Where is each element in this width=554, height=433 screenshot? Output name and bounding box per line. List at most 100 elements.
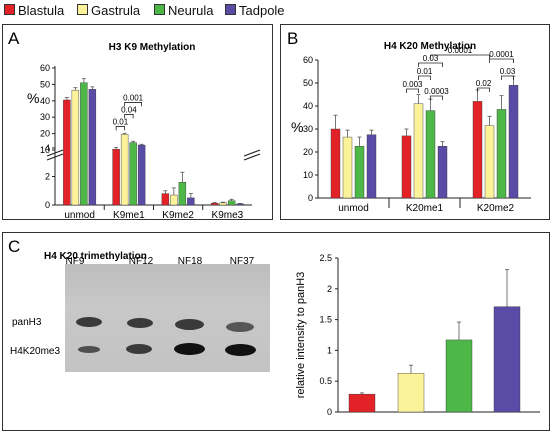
y-tick-label: 20	[40, 129, 50, 139]
y-tick-label: 60	[40, 63, 50, 73]
western-blot-gel	[65, 264, 270, 372]
bar	[63, 99, 71, 206]
chart-title: H4 K20 Methylation	[384, 41, 476, 52]
panel-letter-c: C	[8, 237, 20, 256]
significance-bracket	[406, 88, 419, 93]
bar	[236, 203, 244, 206]
bar	[227, 200, 236, 206]
chart-h3k9: H3 K9 Methylation% 10 20 30 40 50 60 0 2 4 unmod K9…	[27, 42, 261, 221]
bar	[508, 85, 519, 199]
legend-item-gastrula: Gastrula	[77, 3, 140, 18]
bar	[170, 194, 178, 206]
p-value-label: 0.0001	[489, 50, 514, 59]
bar	[178, 181, 187, 206]
y-tick-label: 0.5	[319, 376, 332, 386]
p-value-label: 0.04	[121, 105, 137, 114]
bar	[354, 146, 365, 199]
bar	[112, 148, 120, 206]
significance-bracket	[489, 58, 514, 63]
bar	[437, 146, 448, 199]
bar	[342, 136, 353, 199]
gel-row-label: H4K20me3	[10, 346, 60, 357]
band-h4k20me3-nf12	[126, 344, 152, 354]
bar	[137, 144, 146, 206]
x-tick-label: K9me1	[113, 210, 145, 221]
significance-bracket	[430, 95, 443, 100]
band-h4k20me3-nf37	[225, 344, 256, 356]
x-tick-label: K9me3	[212, 210, 244, 221]
gel-lane-label: NF18	[178, 256, 203, 267]
axis-break-mark	[46, 153, 64, 161]
axis-break-mark	[243, 149, 261, 157]
gel-lane-label: NF12	[129, 256, 154, 267]
bar	[348, 393, 376, 413]
y-tick-label: 30	[40, 112, 50, 122]
bar	[210, 203, 219, 206]
bar	[80, 82, 88, 206]
significance-bracket	[115, 126, 126, 131]
p-value-label: 0.003	[402, 80, 423, 89]
chart-h4k20me3-quant: relative intensity to panH3 0 0.5 1 1.5 2 2.5	[295, 253, 540, 417]
y-axis-label: %	[27, 90, 39, 106]
x-tick-label: K9me2	[162, 210, 194, 221]
y-tick-label: 50	[40, 79, 50, 89]
y-tick-label: 1.5	[319, 315, 332, 325]
band-panh3-nf37	[226, 322, 254, 332]
y-tick-label: 30	[303, 124, 313, 134]
legend: Blastula Gastrula Neurula Tadpole	[0, 0, 554, 24]
legend-item-neurula: Neurula	[154, 3, 214, 18]
x-tick-label: unmod	[338, 203, 369, 214]
bar	[330, 128, 341, 199]
significance-bracket	[430, 54, 490, 59]
gel-row-label: panH3	[12, 317, 42, 328]
x-tick-label: K20me1	[406, 203, 444, 214]
legend-item-tadpole: Tadpole	[225, 3, 285, 18]
bar	[120, 134, 129, 206]
bar	[425, 110, 436, 199]
y-tick-label: 40	[40, 96, 50, 106]
y-tick-label: 2	[327, 284, 332, 294]
p-value-label: 0.02	[476, 79, 492, 88]
panel-c-frame	[2, 232, 550, 431]
gel-lane-label: NF9	[66, 256, 85, 267]
p-value-label: 0.0001	[448, 46, 473, 55]
y-tick-label: 0	[45, 200, 50, 210]
y-tick-label: 0	[308, 193, 313, 203]
band-h4k20me3-nf18	[174, 343, 205, 355]
panel-a-frame	[2, 24, 273, 220]
band-panh3-nf9	[76, 317, 102, 327]
p-value-label: 0.01	[113, 117, 129, 126]
significance-bracket	[124, 114, 134, 119]
p-value-label: 0.001	[123, 93, 144, 102]
axis-break-mark	[46, 149, 64, 157]
bar	[366, 134, 377, 199]
x-tick-label: K20me2	[477, 203, 515, 214]
bar	[401, 135, 412, 199]
bar	[484, 125, 495, 199]
bar	[71, 89, 80, 206]
gel-lane-label: NF37	[230, 256, 255, 267]
bar	[187, 197, 195, 206]
significance-bracket	[124, 102, 143, 107]
bar	[219, 202, 227, 206]
y-axis-label: relative intensity to panH3	[295, 272, 307, 399]
bar	[496, 109, 507, 199]
p-value-label: 0.01	[417, 67, 433, 76]
significance-bracket	[501, 75, 514, 80]
y-tick-label: 10	[303, 170, 313, 180]
bar	[493, 306, 521, 413]
y-tick-label: 0	[327, 407, 332, 417]
legend-item-blastula: Blastula	[4, 3, 64, 18]
bar	[397, 372, 425, 413]
chart-h4k20: H4 K20 Methylation% 0 10 20 30 40 50 60 unmod K20…	[291, 41, 531, 214]
y-tick-label: 1	[327, 345, 332, 355]
bar	[88, 89, 97, 206]
axis-break-mark	[243, 153, 261, 161]
band-h4k20me3-nf9	[78, 346, 100, 353]
bar	[129, 142, 137, 206]
panel-b-frame	[280, 24, 550, 220]
gel-title: H4 K20 trimethylation	[44, 251, 147, 262]
y-tick-label: 20	[303, 147, 313, 157]
band-panh3-nf18	[175, 319, 204, 330]
